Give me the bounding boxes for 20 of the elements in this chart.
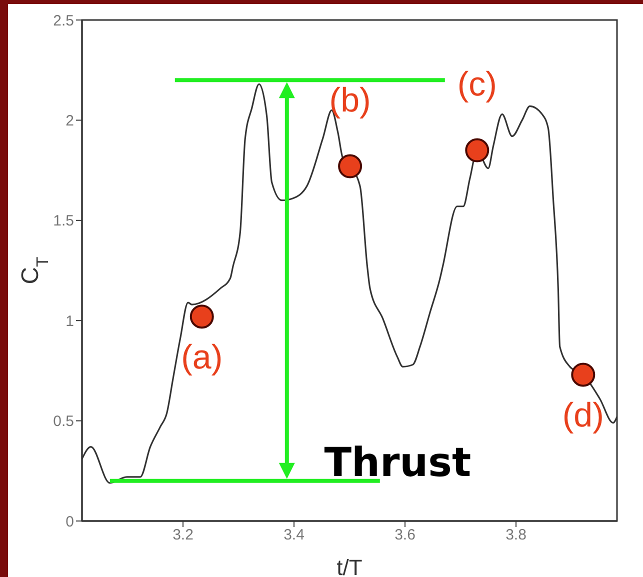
y-tick-label: 2 — [66, 112, 74, 130]
annotation: (d) — [562, 396, 604, 435]
y-tick-label: 0.5 — [53, 413, 74, 430]
point — [465, 138, 490, 162]
x-tick-label: 3.2 — [172, 526, 194, 544]
annotation: Thrust — [324, 440, 472, 486]
annotation: (a) — [181, 338, 223, 377]
point — [338, 154, 362, 178]
y-tick-label: 1.5 — [53, 212, 74, 230]
x-tick-label: 3.8 — [506, 526, 526, 544]
point — [571, 362, 596, 387]
x-tick-label: 3.6 — [394, 526, 416, 544]
y-tick-label: 0 — [66, 513, 74, 530]
x-tick-label: 3.4 — [284, 526, 304, 544]
point — [190, 304, 214, 329]
y-tick-label: 1 — [66, 312, 74, 330]
y-tick-label: 2.5 — [53, 12, 74, 30]
annotation: (b) — [329, 81, 371, 120]
x-axis-title: t/T — [336, 555, 362, 577]
annotation: (c) — [457, 65, 497, 104]
